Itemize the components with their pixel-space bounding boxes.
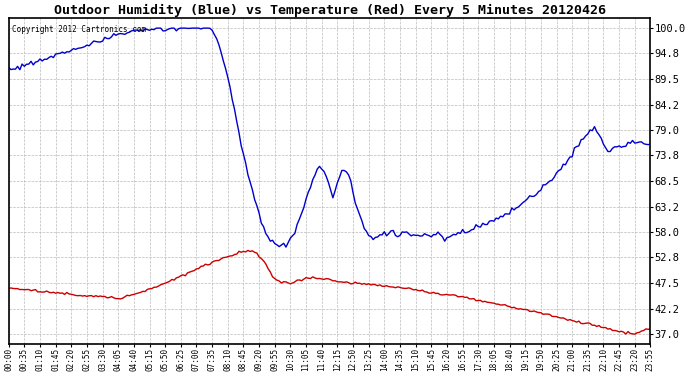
Title: Outdoor Humidity (Blue) vs Temperature (Red) Every 5 Minutes 20120426: Outdoor Humidity (Blue) vs Temperature (… [54, 4, 606, 17]
Text: Copyright 2012 Cartronics.com: Copyright 2012 Cartronics.com [12, 25, 146, 34]
